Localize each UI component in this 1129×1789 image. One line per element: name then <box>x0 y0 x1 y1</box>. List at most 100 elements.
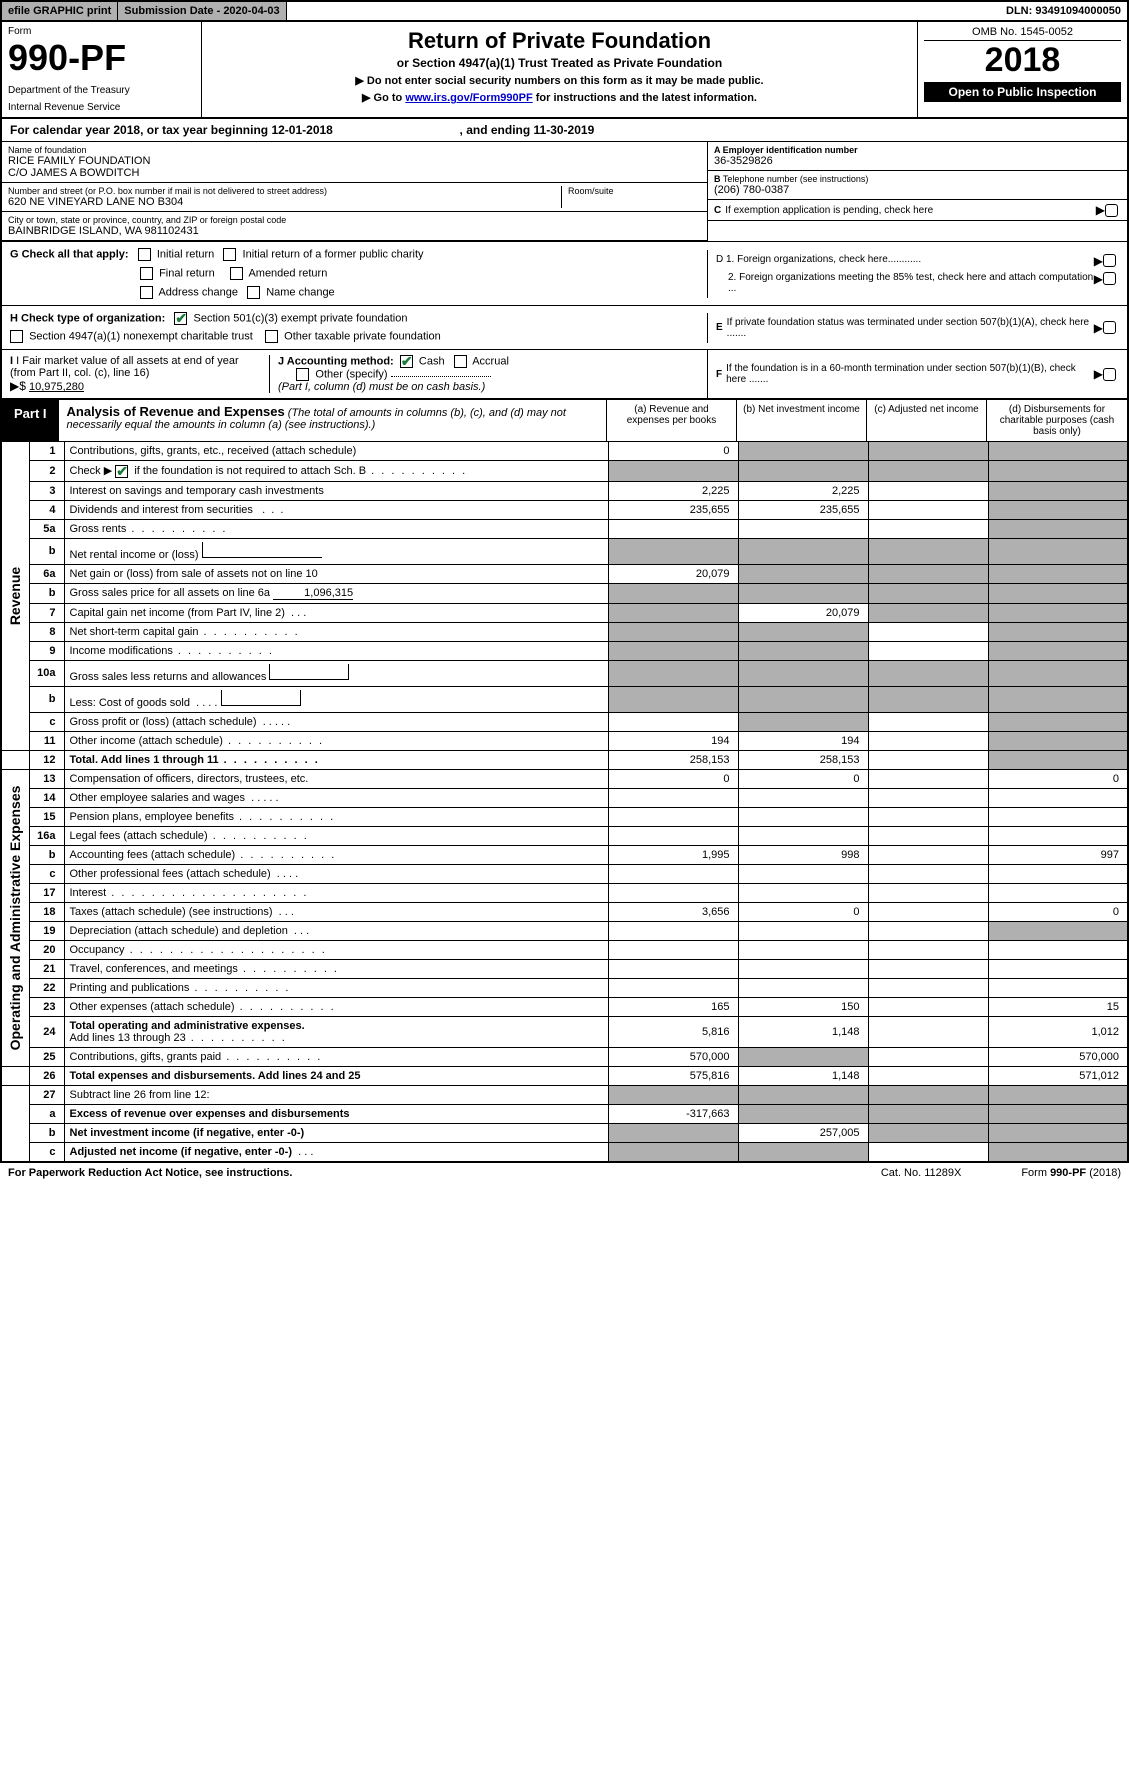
row-26: 26Total expenses and disbursements. Add … <box>1 1066 1128 1085</box>
part1-header: Part I Analysis of Revenue and Expenses … <box>0 400 1129 441</box>
name-label: Name of foundation <box>8 145 701 155</box>
city-label: City or town, state or province, country… <box>8 215 701 225</box>
g-label: G Check all that apply: <box>10 248 129 260</box>
g-o3: Final return <box>159 267 215 279</box>
row-6a: 6aNet gain or (loss) from sale of assets… <box>1 564 1128 583</box>
g-initial-return-cb[interactable] <box>138 248 151 261</box>
g-o2: Initial return of a former public charit… <box>243 248 424 260</box>
g-o6: Name change <box>266 286 335 298</box>
row-4: 4Dividends and interest from securities … <box>1 500 1128 519</box>
row-7: 7Capital gain net income (from Part IV, … <box>1 603 1128 622</box>
part1-title: Analysis of Revenue and Expenses <box>67 404 285 419</box>
calendar-year-row: For calendar year 2018, or tax year begi… <box>0 119 1129 142</box>
row-23: 23Other expenses (attach schedule) 16515… <box>1 997 1128 1016</box>
tax-year: 2018 <box>924 41 1121 80</box>
part1-label: Part I <box>2 400 59 441</box>
h-o3: Other taxable private foundation <box>284 330 441 342</box>
c-text: If exemption application is pending, che… <box>721 205 1096 216</box>
col-d-head: (d) Disbursements for charitable purpose… <box>987 400 1127 441</box>
addr-label: Number and street (or P.O. box number if… <box>8 186 561 196</box>
room-label: Room/suite <box>568 186 701 196</box>
f-checkbox[interactable] <box>1103 368 1116 381</box>
row-10c: cGross profit or (loss) (attach schedule… <box>1 712 1128 731</box>
row-16c: cOther professional fees (attach schedul… <box>1 864 1128 883</box>
efile-label[interactable]: efile GRAPHIC print <box>2 2 118 20</box>
d2-checkbox[interactable] <box>1103 272 1116 285</box>
col-a-head: (a) Revenue and expenses per books <box>607 400 737 441</box>
row-12: 12Total. Add lines 1 through 11 258,1532… <box>1 750 1128 769</box>
form-number: 990-PF <box>8 37 195 79</box>
g-address-cb[interactable] <box>140 286 153 299</box>
row-5b: bNet rental income or (loss) <box>1 538 1128 564</box>
row-24: 24Total operating and administrative exp… <box>1 1016 1128 1047</box>
j-other-cb[interactable] <box>296 368 309 381</box>
h-4947-cb[interactable] <box>10 330 23 343</box>
j-cash: Cash <box>419 355 445 367</box>
g-amended-cb[interactable] <box>230 267 243 280</box>
g-row: G Check all that apply: Initial return I… <box>0 241 1129 306</box>
g-initial-former-cb[interactable] <box>223 248 236 261</box>
g-name-cb[interactable] <box>247 286 260 299</box>
row-5a: 5aGross rents <box>1 519 1128 538</box>
row-14: 14Other employee salaries and wages . . … <box>1 788 1128 807</box>
telephone: (206) 780-0387 <box>714 184 1121 196</box>
footer-cat: Cat. No. 11289X <box>881 1167 962 1179</box>
footer: For Paperwork Reduction Act Notice, see … <box>0 1163 1129 1183</box>
g-final-cb[interactable] <box>140 267 153 280</box>
j-accrual-cb[interactable] <box>454 355 467 368</box>
irs-label: Internal Revenue Service <box>8 102 195 113</box>
row-11: 11Other income (attach schedule) 194194 <box>1 731 1128 750</box>
c-checkbox[interactable] <box>1105 204 1118 217</box>
e-label: E <box>716 322 723 333</box>
row-27b: bNet investment income (if negative, ent… <box>1 1123 1128 1142</box>
dln-label: DLN: 93491094000050 <box>1000 2 1127 20</box>
i-label: I Fair market value of all assets at end… <box>10 355 239 379</box>
instr-line1: ▶ Do not enter social security numbers o… <box>208 74 911 87</box>
entity-info-grid: Name of foundation RICE FAMILY FOUNDATIO… <box>0 142 1129 241</box>
row-27: 27Subtract line 26 from line 12: <box>1 1085 1128 1104</box>
row-15: 15Pension plans, employee benefits <box>1 807 1128 826</box>
row-6b: bGross sales price for all assets on lin… <box>1 583 1128 603</box>
d2-text: 2. Foreign organizations meeting the 85%… <box>728 272 1094 294</box>
h-o1: Section 501(c)(3) exempt private foundat… <box>193 312 407 324</box>
j-cash-cb[interactable] <box>400 355 413 368</box>
d1-text: D 1. Foreign organizations, check here..… <box>716 254 1094 265</box>
h-label: H Check type of organization: <box>10 312 165 324</box>
schb-checkbox[interactable] <box>115 465 128 478</box>
row-2: 2 Check ▶ if the foundation is not requi… <box>1 461 1128 482</box>
open-public-badge: Open to Public Inspection <box>924 82 1121 102</box>
row-25: 25Contributions, gifts, grants paid 570,… <box>1 1047 1128 1066</box>
g-o4: Amended return <box>248 267 327 279</box>
foundation-name1: RICE FAMILY FOUNDATION <box>8 155 701 167</box>
h-o2: Section 4947(a)(1) nonexempt charitable … <box>29 330 253 342</box>
footer-form: Form 990-PF (2018) <box>1021 1167 1121 1179</box>
g-o1: Initial return <box>157 248 214 260</box>
row-3: 3Interest on savings and temporary cash … <box>1 481 1128 500</box>
d1-checkbox[interactable] <box>1103 254 1116 267</box>
h-other-cb[interactable] <box>265 330 278 343</box>
row-19: 19Depreciation (attach schedule) and dep… <box>1 921 1128 940</box>
row-1: Revenue 1 Contributions, gifts, grants, … <box>1 442 1128 461</box>
form-title: Return of Private Foundation <box>208 28 911 54</box>
row-21: 21Travel, conferences, and meetings <box>1 959 1128 978</box>
col-b-head: (b) Net investment income <box>737 400 867 441</box>
row-22: 22Printing and publications <box>1 978 1128 997</box>
i-value: 10,975,280 <box>29 381 84 393</box>
h-501c3-cb[interactable] <box>174 312 187 325</box>
row-16b: bAccounting fees (attach schedule) 1,995… <box>1 845 1128 864</box>
ein-label: A Employer identification number <box>714 145 1121 155</box>
j-note: (Part I, column (d) must be on cash basi… <box>278 381 485 393</box>
row-27a: aExcess of revenue over expenses and dis… <box>1 1104 1128 1123</box>
ij-row: I I Fair market value of all assets at e… <box>0 350 1129 400</box>
irs-link[interactable]: www.irs.gov/Form990PF <box>405 92 532 104</box>
row-27c: cAdjusted net income (if negative, enter… <box>1 1142 1128 1162</box>
f-text: If the foundation is in a 60-month termi… <box>722 363 1094 385</box>
row-16a: 16aLegal fees (attach schedule) <box>1 826 1128 845</box>
e-checkbox[interactable] <box>1103 321 1116 334</box>
h-row: H Check type of organization: Section 50… <box>0 306 1129 350</box>
ein-value: 36-3529826 <box>714 155 1121 167</box>
top-bar: efile GRAPHIC print Submission Date - 20… <box>0 0 1129 22</box>
form-header: Form 990-PF Department of the Treasury I… <box>0 22 1129 119</box>
e-text: If private foundation status was termina… <box>723 317 1094 339</box>
row-17: 17Interest <box>1 883 1128 902</box>
